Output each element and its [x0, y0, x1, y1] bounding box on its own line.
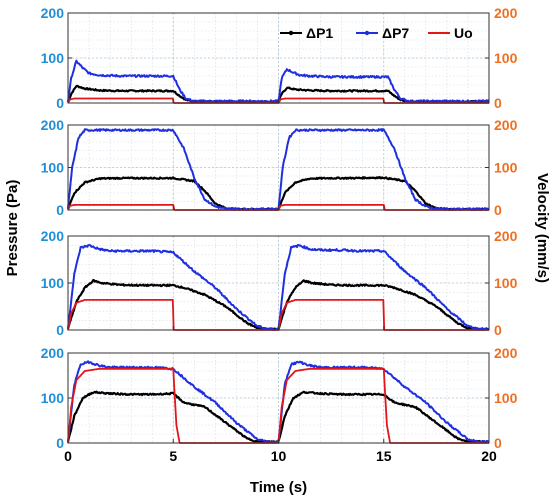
panel-1: 0 0 100 100 200 200: [41, 5, 518, 111]
y-tick-label-left: 100: [41, 390, 65, 406]
y-tick-label-left: 100: [41, 275, 65, 291]
legend-label-dp1: ΔP1: [306, 25, 333, 41]
y-tick-label-right: 200: [494, 5, 518, 21]
y-tick-label-right: 200: [494, 228, 518, 244]
y-tick-label-right: 0: [494, 202, 502, 218]
legend: ΔP1 ΔP7 Uo: [280, 25, 473, 41]
y-tick-label-left: 0: [56, 322, 64, 338]
y-tick-label-left: 200: [41, 117, 65, 133]
y-axis-label-left: Pressure (Pa): [4, 180, 21, 277]
y-tick-label-left: 200: [41, 228, 65, 244]
y-tick-label-left: 0: [56, 202, 64, 218]
x-tick-label: 20: [481, 448, 497, 464]
y-tick-label-left: 100: [41, 160, 65, 176]
series-line-dp7-panel-1: [67, 59, 490, 104]
y-tick-label-right: 100: [494, 275, 518, 291]
x-tick-label: 15: [376, 448, 392, 464]
y-tick-label-right: 200: [494, 345, 518, 361]
y-tick-label-left: 0: [56, 435, 64, 451]
legend-label-dp7: ΔP7: [382, 25, 409, 41]
y-tick-label-left: 0: [56, 95, 64, 111]
y-tick-label-right: 200: [494, 117, 518, 133]
panel-2: 0 0 100 100 200 200: [41, 117, 518, 218]
y-tick-label-left: 200: [41, 5, 65, 21]
y-tick-label-right: 100: [494, 50, 518, 66]
legend-label-uo: Uo: [454, 25, 473, 41]
y-tick-label-right: 0: [494, 95, 502, 111]
x-axis-label: Time (s): [250, 479, 307, 496]
panel-3: 0 0 100 100 200 200: [41, 228, 518, 338]
y-axis-label-right: Velocity (mm/s): [534, 173, 550, 283]
y-tick-label-left: 100: [41, 50, 65, 66]
y-tick-label-right: 100: [494, 160, 518, 176]
legend-marker-dp7: [364, 30, 370, 36]
panel-4: 0 0 100 100 200 200: [41, 345, 518, 451]
y-tick-label-right: 100: [494, 390, 518, 406]
x-tick-label: 5: [169, 448, 177, 464]
y-tick-label-right: 0: [494, 435, 502, 451]
x-tick-label: 0: [64, 448, 72, 464]
y-tick-label-right: 0: [494, 322, 502, 338]
x-tick-label: 10: [271, 448, 287, 464]
legend-marker-dp1: [288, 30, 294, 36]
y-tick-label-left: 200: [41, 345, 65, 361]
